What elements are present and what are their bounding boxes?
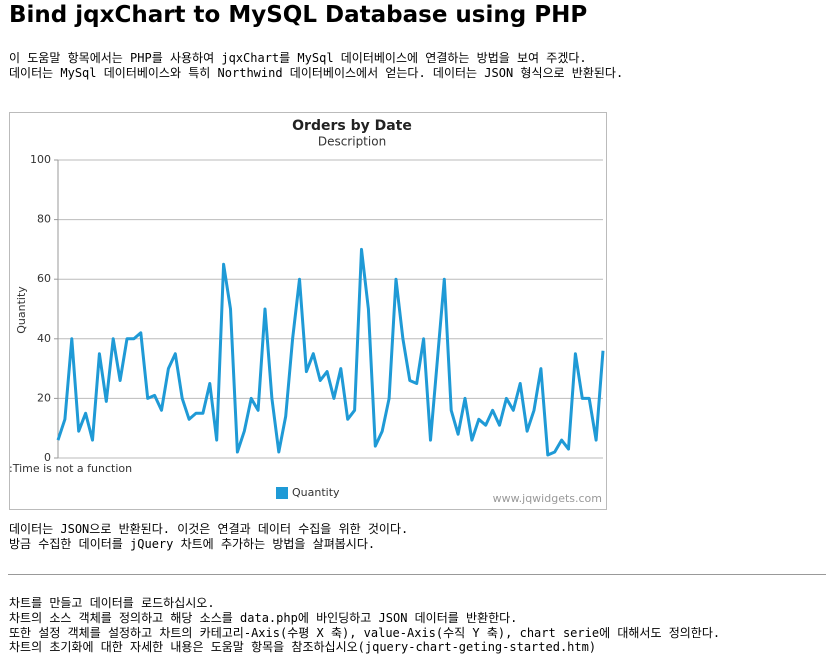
chart: Orders by Date Description Quantity :Tim… (9, 112, 607, 510)
paragraph: 차트의 초기화에 대한 자세한 내용은 도움말 항목을 참조하십시오(jquer… (9, 640, 597, 654)
paragraph: 이 도움말 항목에서는 PHP를 사용하여 jqxChart를 MySql 데이… (9, 51, 587, 65)
chart-title: Orders by Date (292, 118, 412, 134)
y-tick-label: 40 (37, 332, 51, 345)
chart-subtitle: Description (318, 135, 386, 149)
annotation: :Time is not a function (9, 462, 132, 475)
y-tick-label: 60 (37, 272, 51, 285)
paragraph: 또한 설정 객체를 설정하고 차트의 카테고리-Axis(수평 X 축), va… (9, 626, 721, 640)
legend-label: Quantity (292, 486, 340, 499)
paragraph: 방금 수집한 데이터를 jQuery 차트에 추가하는 방법을 살펴봅시다. (9, 537, 376, 551)
y-axis-label: Quantity (15, 286, 28, 334)
y-tick-label: 0 (44, 451, 51, 464)
paragraph: 데이터는 MySql 데이터베이스와 특히 Northwind 데이터베이스에서… (9, 66, 624, 80)
paragraph: 데이터는 JSON으로 반환된다. 이것은 연결과 데이터 수집을 위한 것이다… (9, 522, 409, 536)
paragraph: 차트를 만들고 데이터를 로드하십시오. (9, 596, 215, 610)
page-title: Bind jqxChart to MySQL Database using PH… (9, 2, 588, 28)
paragraph: 차트의 소스 객체를 정의하고 해당 소스를 data.php에 바인딩하고 J… (9, 611, 518, 625)
y-tick-label: 20 (37, 391, 51, 404)
credit: www.jqwidgets.com (493, 492, 602, 505)
y-tick-label: 100 (30, 153, 51, 166)
chart-frame (9, 112, 607, 510)
legend-swatch (276, 487, 288, 499)
y-tick-label: 80 (37, 213, 51, 226)
divider (8, 574, 826, 575)
line (56, 247, 605, 457)
